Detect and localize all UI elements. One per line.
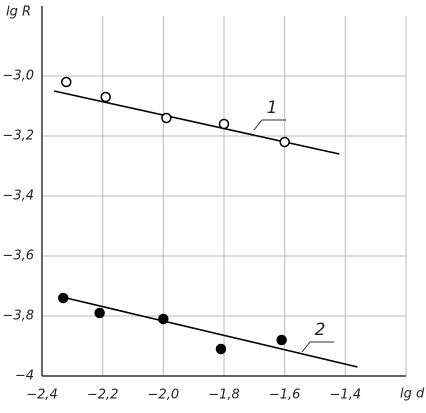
y-axis-label: lg R (6, 5, 31, 20)
x-axis-label: lg d (400, 387, 425, 402)
point (279, 136, 290, 148)
point (100, 91, 111, 103)
x-tick-label: −2,0 (148, 388, 180, 403)
point (158, 313, 169, 325)
point (218, 118, 230, 130)
point (57, 292, 69, 304)
point (215, 343, 227, 355)
leader-line (253, 119, 286, 131)
y-tick-label: −3,8 (2, 309, 34, 324)
point (61, 76, 72, 88)
y-tick-label: −4 (15, 369, 34, 384)
x-tick-label: −1,8 (208, 388, 240, 403)
x-tick-label: −1,6 (269, 388, 301, 403)
x-tick-label: −2,2 (87, 388, 119, 403)
series-label: 2 (315, 320, 326, 340)
point (161, 112, 172, 124)
x-tick-label: −1,4 (330, 388, 362, 403)
y-tick-label: −3,2 (2, 129, 34, 144)
leader-line (301, 341, 334, 353)
y-tick-label: −3,4 (2, 189, 34, 204)
fit-line (53, 90, 340, 155)
fit-line (66, 297, 358, 368)
y-tick-label: −3,0 (2, 69, 34, 84)
point (276, 334, 287, 346)
x-tick-label: −2,4 (26, 388, 58, 403)
y-tick-label: −3,6 (2, 249, 34, 264)
series-label: 1 (267, 98, 278, 118)
point (94, 307, 105, 319)
